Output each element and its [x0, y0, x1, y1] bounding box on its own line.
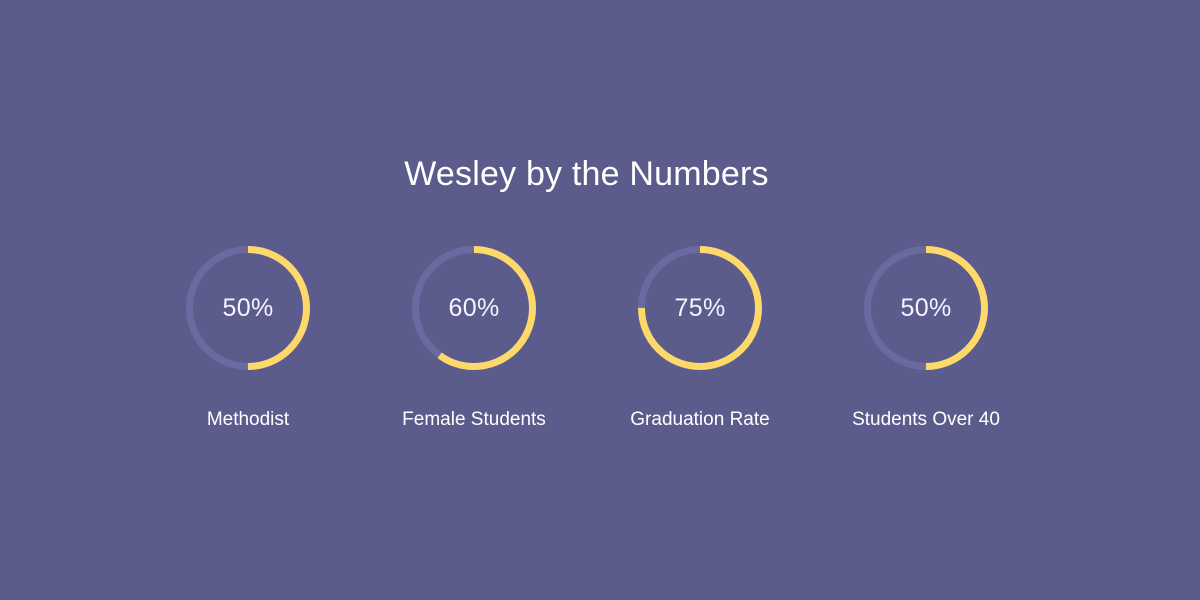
- percent-value: 50%: [222, 294, 274, 322]
- progress-ring-graphic: [186, 246, 310, 370]
- ring-fill: [864, 246, 988, 370]
- percent-value: 50%: [900, 294, 952, 322]
- progress-ring: 50%: [184, 244, 312, 372]
- progress-ring: 75%: [636, 244, 764, 372]
- ring-fill: [412, 246, 536, 370]
- stat-students-over-40: 50% Students Over 40: [813, 244, 1039, 444]
- stat-female-students: 60% Female Students: [361, 244, 587, 444]
- percent-value: 60%: [448, 294, 500, 322]
- progress-ring-graphic: [638, 246, 762, 370]
- ring-fill: [638, 246, 762, 370]
- percent-value: 75%: [674, 294, 726, 322]
- stat-methodist: 50% Methodist: [135, 244, 361, 444]
- progress-ring: 60%: [410, 244, 538, 372]
- stat-label: Graduation Rate: [630, 409, 770, 430]
- section-title: Wesley by the Numbers: [404, 155, 769, 193]
- progress-ring-graphic: [412, 246, 536, 370]
- stat-label: Students Over 40: [852, 409, 1000, 430]
- progress-ring: 50%: [862, 244, 990, 372]
- stat-graduation-rate: 75% Graduation Rate: [587, 244, 813, 444]
- progress-ring-graphic: [864, 246, 988, 370]
- stat-label: Female Students: [402, 409, 546, 430]
- ring-fill: [186, 246, 310, 370]
- stat-label: Methodist: [206, 409, 290, 430]
